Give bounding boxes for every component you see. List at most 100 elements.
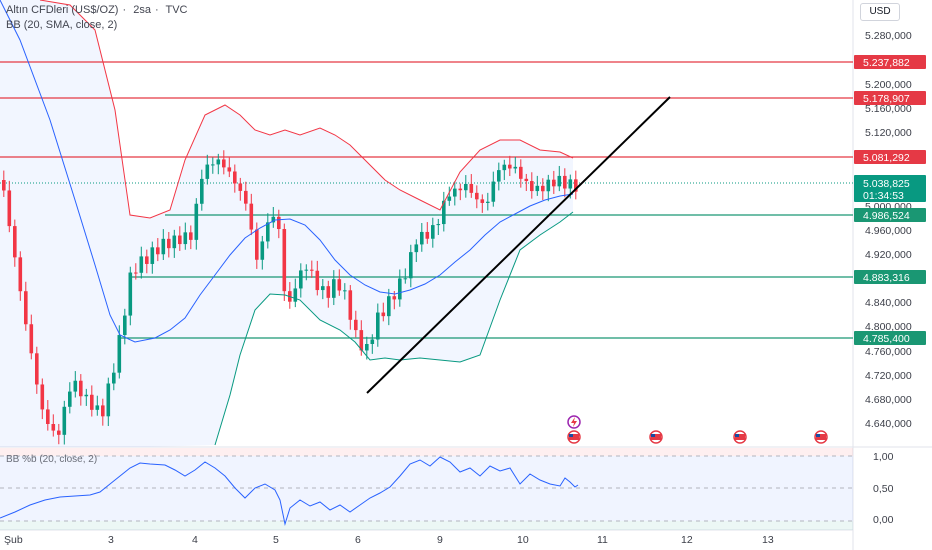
candle-body[interactable] <box>194 203 199 240</box>
candle-body[interactable] <box>145 256 149 264</box>
candle-body[interactable] <box>497 170 501 182</box>
candle-body[interactable] <box>112 372 116 384</box>
candle-body[interactable] <box>403 278 408 280</box>
candle-body[interactable] <box>409 252 413 279</box>
candle-body[interactable] <box>222 159 226 168</box>
candle-body[interactable] <box>453 188 457 197</box>
candle-body[interactable] <box>574 179 578 192</box>
candle-body[interactable] <box>431 225 435 239</box>
candle-body[interactable] <box>425 231 430 239</box>
candle-body[interactable] <box>315 270 320 291</box>
chart-legend-title[interactable]: Altın CFDleri (US$/OZ) · 2sa · TVC <box>6 4 188 16</box>
candle-body[interactable] <box>7 190 12 227</box>
candle-body[interactable] <box>387 296 391 317</box>
trend-line[interactable] <box>366 96 671 394</box>
candle-body[interactable] <box>277 216 281 230</box>
candle-body[interactable] <box>469 183 474 193</box>
candle-body[interactable] <box>398 278 402 300</box>
candle-body[interactable] <box>238 183 243 191</box>
flag-icon[interactable] <box>649 430 663 444</box>
candle-body[interactable] <box>73 380 78 392</box>
candle-body[interactable] <box>2 180 6 191</box>
candle-body[interactable] <box>101 405 105 417</box>
candle-body[interactable] <box>51 423 56 431</box>
candle-body[interactable] <box>546 179 551 192</box>
candle-body[interactable] <box>491 181 496 202</box>
candle-body[interactable] <box>436 224 441 226</box>
candle-body[interactable] <box>244 190 248 204</box>
candle-body[interactable] <box>172 235 177 249</box>
symbol-name[interactable]: Altın CFDleri (US$/OZ) <box>6 4 119 16</box>
candle-body[interactable] <box>282 229 287 292</box>
candle-body[interactable] <box>167 238 171 249</box>
candle-body[interactable] <box>40 384 45 410</box>
candle-body[interactable] <box>464 183 468 191</box>
candle-body[interactable] <box>414 244 419 253</box>
candle-body[interactable] <box>139 256 144 273</box>
candle-body[interactable] <box>513 166 518 169</box>
candle-body[interactable] <box>117 335 122 373</box>
price-axis[interactable]: 5.280,000 5.200,000 5.160,000 5.120,000 … <box>865 30 912 430</box>
candle-body[interactable] <box>343 290 347 292</box>
candle-body[interactable] <box>249 203 254 230</box>
candle-body[interactable] <box>79 380 83 397</box>
candle-body[interactable] <box>84 394 89 397</box>
flag-icon[interactable] <box>567 430 581 444</box>
flag-icon[interactable] <box>733 430 747 444</box>
candle-body[interactable] <box>24 291 28 325</box>
candle-body[interactable] <box>95 405 100 410</box>
candle-body[interactable] <box>568 179 573 189</box>
candle-body[interactable] <box>310 269 314 271</box>
oscillator-legend[interactable]: BB %b (20, close, 2) <box>6 454 98 465</box>
candle-body[interactable] <box>211 164 215 166</box>
candle-body[interactable] <box>134 272 138 274</box>
candle-body[interactable] <box>260 241 265 260</box>
candle-body[interactable] <box>271 216 276 223</box>
candle-body[interactable] <box>156 247 160 255</box>
time-axis[interactable]: Şub 3 4 5 6 9 10 11 12 13 <box>4 534 774 546</box>
candle-body[interactable] <box>502 164 507 171</box>
candle-body[interactable] <box>321 286 325 291</box>
candle-body[interactable] <box>255 229 259 260</box>
candle-body[interactable] <box>29 324 34 354</box>
candle-body[interactable] <box>354 319 358 331</box>
candle-body[interactable] <box>348 290 353 320</box>
candle-body[interactable] <box>359 330 364 351</box>
candle-body[interactable] <box>161 238 166 255</box>
indicator-legend[interactable]: BB (20, SMA, close, 2) <box>6 19 118 31</box>
candle-body[interactable] <box>480 199 485 203</box>
candle-body[interactable] <box>106 383 111 417</box>
candle-body[interactable] <box>563 175 567 189</box>
candle-body[interactable] <box>337 279 342 291</box>
candle-body[interactable] <box>205 164 210 179</box>
candle-body[interactable] <box>486 201 490 203</box>
candle-body[interactable] <box>552 179 556 187</box>
candle-body[interactable] <box>332 279 336 298</box>
candle-body[interactable] <box>18 257 23 292</box>
candle-body[interactable] <box>381 312 386 317</box>
candle-body[interactable] <box>266 222 270 242</box>
candle-body[interactable] <box>293 288 298 302</box>
candle-body[interactable] <box>150 247 155 264</box>
candle-body[interactable] <box>535 185 540 192</box>
candle-body[interactable] <box>62 406 67 435</box>
candle-body[interactable] <box>376 312 380 340</box>
candle-body[interactable] <box>370 339 375 345</box>
candle-body[interactable] <box>420 231 424 245</box>
candle-body[interactable] <box>304 269 309 271</box>
candle-body[interactable] <box>447 196 452 201</box>
event-icons[interactable] <box>567 415 828 444</box>
candle-body[interactable] <box>524 178 529 182</box>
candle-body[interactable] <box>57 430 61 435</box>
candle-body[interactable] <box>442 200 446 225</box>
candle-body[interactable] <box>189 232 193 240</box>
candle-body[interactable] <box>68 391 72 407</box>
candle-body[interactable] <box>90 394 94 410</box>
candle-body[interactable] <box>233 171 237 184</box>
candle-body[interactable] <box>365 344 369 351</box>
candle-body[interactable] <box>46 409 50 424</box>
candle-body[interactable] <box>530 181 534 192</box>
candle-body[interactable] <box>227 167 232 172</box>
candle-body[interactable] <box>13 226 17 258</box>
candle-body[interactable] <box>200 178 204 204</box>
